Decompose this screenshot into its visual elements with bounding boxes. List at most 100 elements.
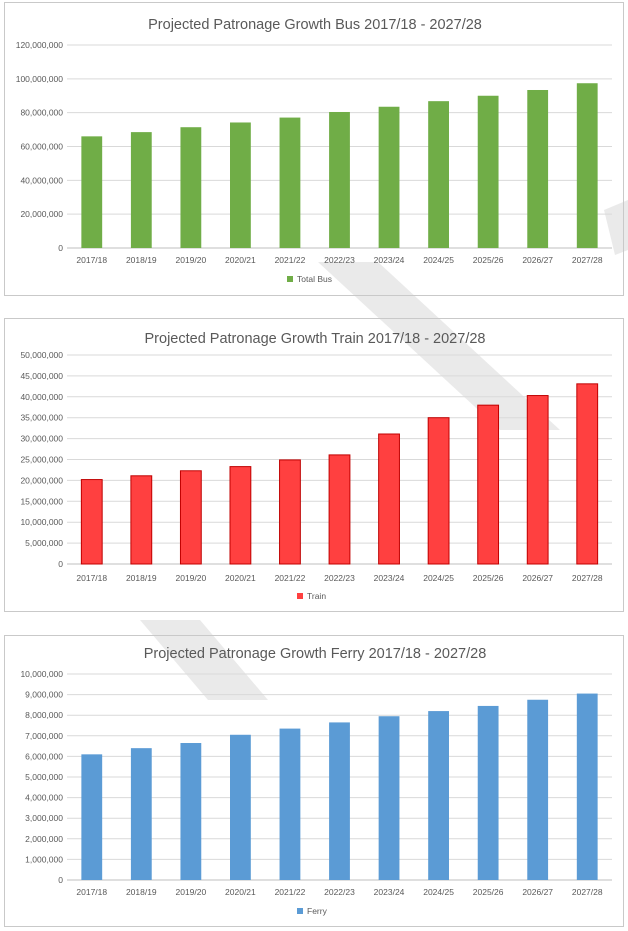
- bus-x-tick-label: 2020/21: [225, 255, 256, 265]
- ferry-chart-canvas: Projected Patronage Growth Ferry 2017/18…: [20, 646, 612, 916]
- ferry-bar-2018-19: [130, 748, 152, 880]
- bus-y-tick-label: 0: [58, 243, 63, 253]
- train-y-tick-label: 35,000,000: [20, 413, 63, 423]
- train-x-tick-label: 2019/20: [175, 573, 206, 583]
- train-y-tick-label: 50,000,000: [20, 350, 63, 360]
- bus-chart-title: Projected Patronage Growth Bus 2017/18 -…: [148, 17, 482, 33]
- bus-x-tick-label: 2022/23: [324, 255, 355, 265]
- ferry-bar-2017-18: [81, 754, 103, 880]
- bus-x-tick-label: 2023/24: [374, 255, 405, 265]
- ferry-y-tick-label: 7,000,000: [25, 731, 63, 741]
- train-chart-title: Projected Patronage Growth Train 2017/18…: [145, 331, 486, 347]
- train-x-tick-label: 2020/21: [225, 573, 256, 583]
- ferry-x-tick-label: 2022/23: [324, 887, 355, 897]
- ferry-x-tick-label: 2020/21: [225, 887, 256, 897]
- ferry-chart: Projected Patronage Growth Ferry 2017/18…: [4, 635, 624, 927]
- ferry-legend-label: Ferry: [307, 906, 328, 916]
- bus-bar-2023-24: [378, 106, 400, 248]
- ferry-x-tick-label: 2019/20: [175, 887, 206, 897]
- bus-x-tick-label: 2026/27: [522, 255, 553, 265]
- train-bar-2024-25: [427, 417, 450, 565]
- ferry-y-tick-label: 10,000,000: [20, 669, 63, 679]
- train-chart: Projected Patronage Growth Train 2017/18…: [4, 318, 624, 612]
- train-y-tick-label: 25,000,000: [20, 455, 63, 465]
- train-y-tick-label: 45,000,000: [20, 371, 63, 381]
- ferry-plot-area: 0 1,000,000 2,000,000 3,000,000 4,000,000 5,0…: [20, 669, 612, 916]
- ferry-y-tick-label: 4,000,000: [25, 793, 63, 803]
- ferry-y-tick-label: 3,000,000: [25, 813, 63, 823]
- ferry-x-tick-label: 2023/24: [374, 887, 405, 897]
- train-bar-2017-18: [80, 479, 103, 565]
- bus-y-tick-label: 20,000,000: [20, 209, 63, 219]
- train-x-tick-label: 2022/23: [324, 573, 355, 583]
- ferry-y-tick-label: 8,000,000: [25, 710, 63, 720]
- bus-y-tick-label: 80,000,000: [20, 108, 63, 118]
- bus-bar-2020-21: [230, 122, 251, 248]
- train-bar-2026-27: [526, 395, 549, 565]
- bus-bar-2024-25: [428, 101, 449, 248]
- ferry-bar-2019-20: [180, 743, 202, 880]
- bus-legend-swatch: [287, 276, 293, 282]
- ferry-chart-title: Projected Patronage Growth Ferry 2017/18…: [144, 646, 487, 662]
- train-y-tick-label: 40,000,000: [20, 392, 63, 402]
- bus-bar-2017-18: [81, 136, 103, 248]
- ferry-bar-2025-26: [477, 705, 499, 880]
- ferry-x-tick-label: 2024/25: [423, 887, 454, 897]
- train-plot-area: 0 5,000,000 10,000,000 15,000,000 20,000,000…: [20, 350, 612, 601]
- ferry-bar-2027-28: [576, 693, 598, 880]
- ferry-y-tick-label: 2,000,000: [25, 834, 63, 844]
- bus-chart: Projected Patronage Growth Bus 2017/18 -…: [4, 2, 624, 296]
- bus-y-tick-label: 120,000,000: [16, 40, 64, 50]
- ferry-bar-2024-25: [428, 711, 449, 880]
- ferry-bar-2020-21: [230, 734, 251, 880]
- train-y-tick-label: 30,000,000: [20, 434, 63, 444]
- train-bar-2023-24: [378, 433, 400, 565]
- bus-bar-2018-19: [130, 132, 152, 248]
- train-y-tick-label: 5,000,000: [25, 538, 63, 548]
- bus-plot-area: 0 20,000,000 40,000,000 60,000,000 80,000,00…: [16, 40, 612, 284]
- ferry-y-tick-label: 0: [58, 875, 63, 885]
- bus-bar-2027-28: [576, 83, 598, 249]
- ferry-bar-2022-23: [329, 722, 350, 880]
- train-y-tick-label: 15,000,000: [20, 496, 63, 506]
- ferry-y-tick-label: 5,000,000: [25, 772, 63, 782]
- ferry-x-tick-label: 2027/28: [572, 887, 603, 897]
- bus-x-tick-label: 2017/18: [76, 255, 107, 265]
- bus-x-tick-label: 2024/25: [423, 255, 454, 265]
- train-bar-2018-19: [130, 475, 153, 565]
- train-x-tick-label: 2021/22: [275, 573, 306, 583]
- bus-x-tick-label: 2025/26: [473, 255, 504, 265]
- ferry-x-tick-label: 2025/26: [473, 887, 504, 897]
- train-x-tick-label: 2023/24: [374, 573, 405, 583]
- train-bar-2022-23: [328, 454, 351, 565]
- bus-bar-2025-26: [477, 95, 499, 248]
- bus-bar-2019-20: [180, 127, 202, 248]
- train-x-tick-label: 2027/28: [572, 573, 603, 583]
- bus-x-tick-label: 2027/28: [572, 255, 603, 265]
- ferry-x-tick-label: 2018/19: [126, 887, 157, 897]
- train-bar-2019-20: [179, 470, 202, 565]
- bus-x-tick-label: 2021/22: [275, 255, 306, 265]
- bus-legend-label: Total Bus: [297, 274, 332, 284]
- train-chart-canvas: Projected Patronage Growth Train 2017/18…: [20, 331, 612, 601]
- train-x-tick-label: 2024/25: [423, 573, 454, 583]
- train-y-tick-label: 0: [58, 559, 63, 569]
- bus-bar-2021-22: [279, 117, 301, 248]
- train-bar-2020-21: [229, 466, 252, 565]
- ferry-y-tick-label: 1,000,000: [25, 854, 63, 864]
- ferry-x-tick-label: 2026/27: [522, 887, 553, 897]
- train-legend-label: Train: [307, 591, 326, 601]
- bus-bar-2026-27: [527, 89, 549, 248]
- train-x-tick-label: 2017/18: [76, 573, 107, 583]
- train-legend-swatch: [297, 593, 303, 599]
- ferry-bar-2021-22: [279, 728, 301, 880]
- train-bar-2025-26: [477, 404, 500, 565]
- train-x-tick-label: 2025/26: [473, 573, 504, 583]
- bus-bar-2022-23: [329, 111, 350, 249]
- train-x-tick-label: 2026/27: [522, 573, 553, 583]
- train-bar-2027-28: [576, 383, 599, 565]
- bus-y-tick-label: 60,000,000: [20, 142, 63, 152]
- ferry-bar-2026-27: [527, 699, 549, 880]
- ferry-y-tick-label: 9,000,000: [25, 690, 63, 700]
- ferry-legend-swatch: [297, 908, 303, 914]
